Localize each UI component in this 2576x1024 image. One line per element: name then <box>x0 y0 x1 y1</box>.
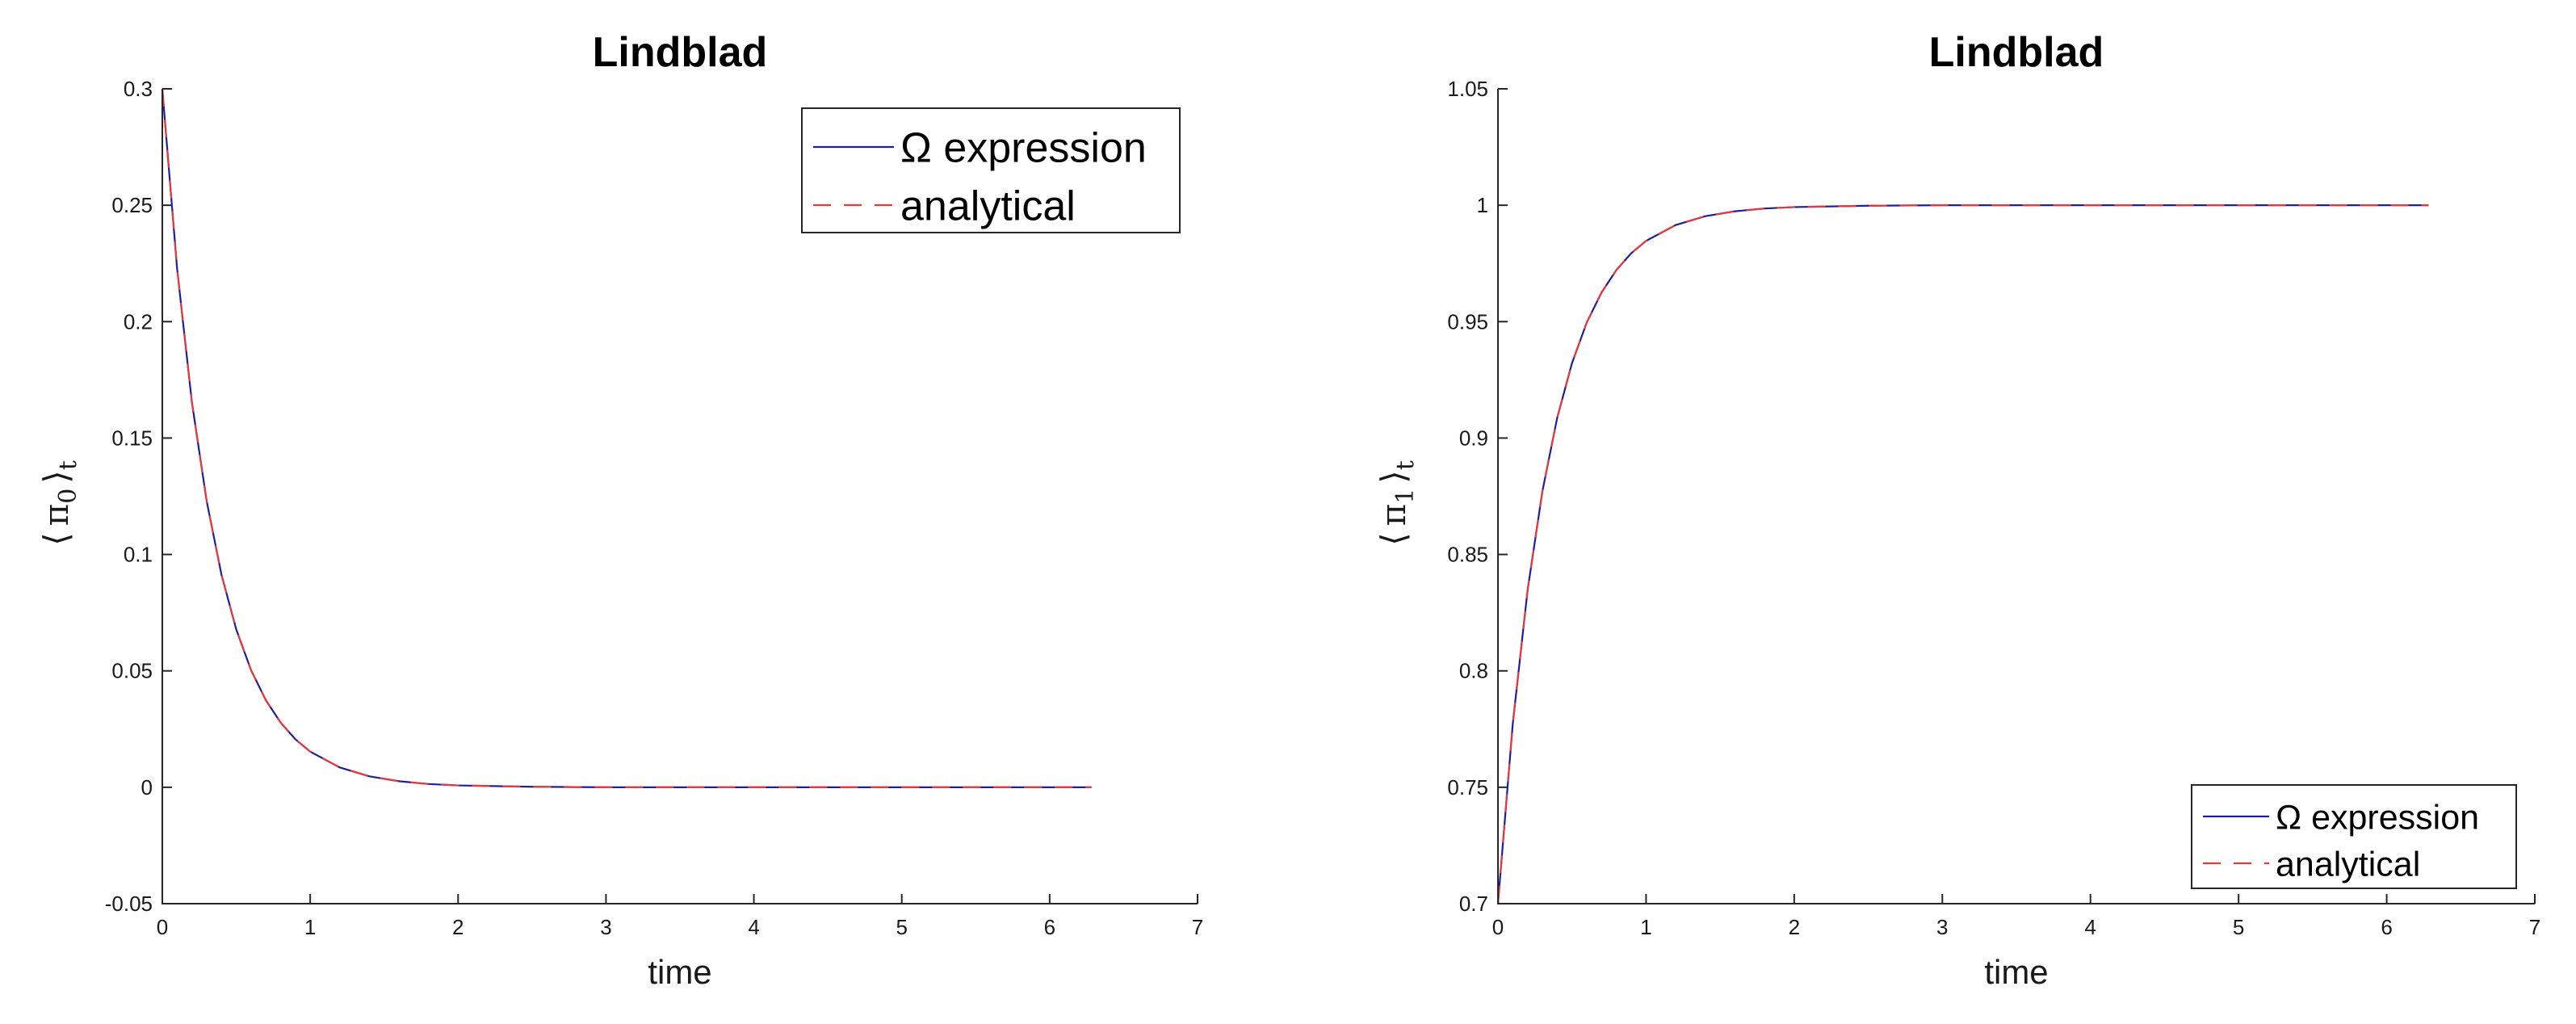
y-tick-label: -0.05 <box>105 892 153 916</box>
axes-box <box>1497 89 2535 904</box>
y-tick-label: 1 <box>1477 193 1488 217</box>
x-tick-label: 0 <box>157 915 168 939</box>
x-tick-label: 4 <box>748 915 759 939</box>
y-tick-label: 1.05 <box>1447 77 1488 101</box>
legend: Ω expression analytical <box>801 107 1181 233</box>
x-tick-label: 2 <box>452 915 464 939</box>
x-tick-label: 1 <box>304 915 316 939</box>
y-tick-label: 0.3 <box>124 77 153 101</box>
x-tick-label: 6 <box>2381 915 2392 939</box>
y-tick-label: 0.7 <box>1459 892 1488 916</box>
y-axis-ticks: -0.05 0 0.05 0.1 0.15 0.2 0.25 0.3 <box>105 77 172 916</box>
x-tick-label: 1 <box>1640 915 1651 939</box>
legend-entry: analytical <box>900 183 1076 230</box>
y-tick-label: 0.85 <box>1447 543 1488 567</box>
legend-entry: Ω expression <box>2276 798 2479 837</box>
y-tick-label: 0.25 <box>111 193 153 217</box>
chart-title: Lindblad <box>1929 29 2104 76</box>
x-axis-label: time <box>648 953 711 991</box>
x-tick-label: 5 <box>2233 915 2244 939</box>
y-tick-label: 0.95 <box>1447 309 1488 334</box>
x-tick-label: 4 <box>2084 915 2096 939</box>
x-tick-label: 0 <box>1492 915 1504 939</box>
y-tick-label: 0.2 <box>124 309 153 334</box>
legend: Ω expression analytical <box>2191 784 2517 889</box>
y-tick-label: 0.75 <box>1447 775 1488 799</box>
y-tick-label: 0.05 <box>111 659 153 683</box>
plot-right: Lindblad 0.7 0.75 0.8 0.85 0.9 0.95 1 1.05 0 1 2 3… <box>1374 29 2540 991</box>
x-axis-ticks: 0 1 2 3 4 5 6 7 <box>1492 894 2540 939</box>
y-axis-label: ⟨π0⟩t <box>36 460 82 546</box>
legend-entry: Ω expression <box>900 125 1147 172</box>
y-tick-label: 0.8 <box>1459 659 1488 683</box>
series-layer <box>1496 204 2429 904</box>
y-tick-label: 0.9 <box>1459 426 1488 450</box>
y-tick-label: 0 <box>141 775 153 799</box>
axes-box <box>162 89 1198 904</box>
y-axis-label: ⟨π1⟩t <box>1374 460 1420 546</box>
y-axis-ticks: 0.7 0.75 0.8 0.85 0.9 0.95 1 1.05 <box>1447 77 1508 916</box>
x-tick-label: 6 <box>1044 915 1055 939</box>
legend-entry: analytical <box>2276 845 2420 883</box>
y-tick-label: 0.1 <box>124 543 153 567</box>
chart-title: Lindblad <box>593 29 768 76</box>
legend-box <box>801 107 1181 233</box>
series-line <box>1496 204 2429 904</box>
x-tick-label: 3 <box>600 915 611 939</box>
series-line <box>161 88 1092 788</box>
x-tick-label: 3 <box>1936 915 1948 939</box>
x-tick-label: 7 <box>1192 915 1203 939</box>
x-tick-label: 7 <box>2529 915 2540 939</box>
x-axis-ticks: 0 1 2 3 4 5 6 7 <box>157 894 1203 939</box>
series-layer <box>161 88 1092 788</box>
x-tick-label: 2 <box>1789 915 1800 939</box>
x-tick-label: 5 <box>896 915 907 939</box>
x-axis-label: time <box>1984 953 2048 991</box>
y-tick-label: 0.15 <box>111 426 153 450</box>
legend-box <box>2191 784 2517 889</box>
